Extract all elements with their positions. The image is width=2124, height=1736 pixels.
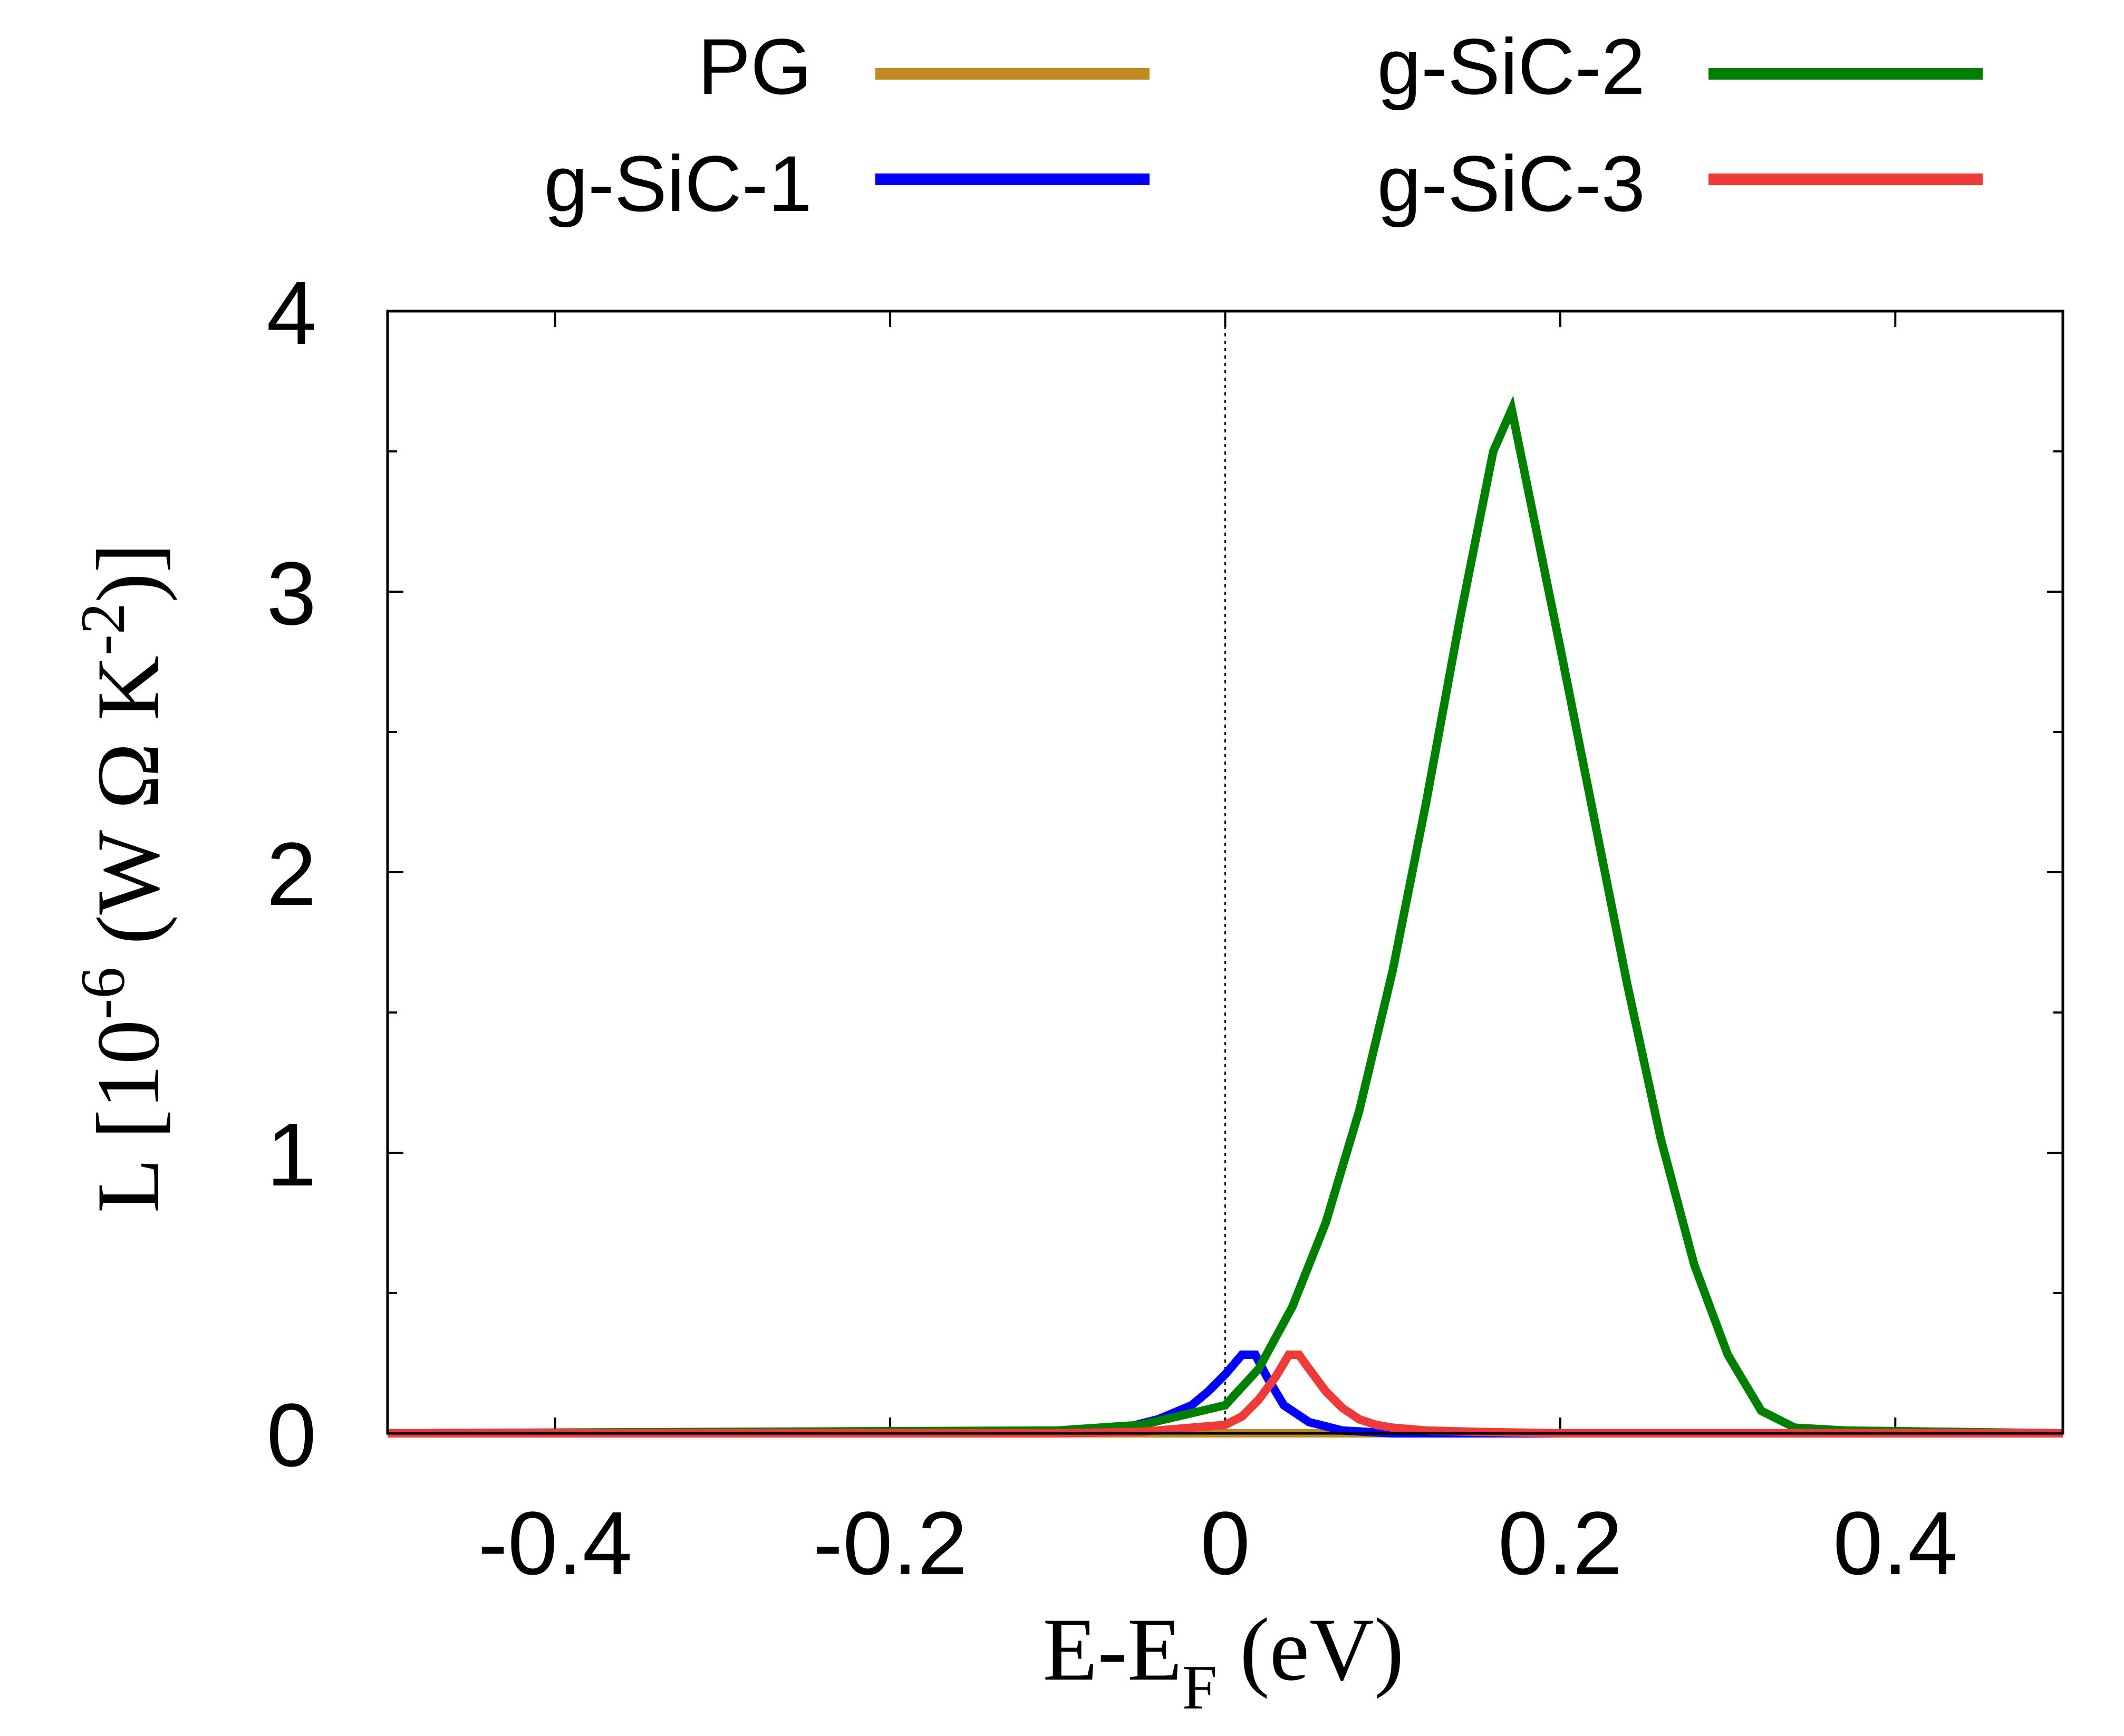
y-tick-label: 2 bbox=[266, 824, 316, 924]
x-axis-label-main: E-E bbox=[1043, 1600, 1182, 1699]
axis-tick-labels: -0.4 -0.2 0 0.2 0.4 0 1 2 3 4 bbox=[266, 263, 1957, 1594]
y-tick-label: 4 bbox=[266, 263, 316, 363]
x-tick-label: 0.2 bbox=[1498, 1493, 1623, 1594]
legend-entry-g-sic-2: g-SiC-2 bbox=[1377, 22, 1983, 111]
legend-label-g-sic-3: g-SiC-3 bbox=[1377, 139, 1645, 228]
legend-entry-pg: PG bbox=[698, 22, 1150, 111]
x-axis-label-subscript: F bbox=[1182, 1652, 1218, 1722]
x-axis-label: E-EF (eV) bbox=[1043, 1600, 1404, 1722]
x-tick-label: 0.4 bbox=[1833, 1493, 1957, 1594]
y-axis-label-suffix: )] bbox=[79, 543, 178, 603]
y-axis-label-exponent-2: -2 bbox=[67, 603, 138, 655]
legend-entry-g-sic-3: g-SiC-3 bbox=[1377, 139, 1983, 228]
y-tick-label: 3 bbox=[266, 544, 316, 644]
legend-label-g-sic-2: g-SiC-2 bbox=[1377, 22, 1645, 111]
y-axis-label-exponent-1: -6 bbox=[67, 967, 138, 1020]
y-axis-label-middle: (W Ω K bbox=[79, 655, 178, 967]
x-tick-label: 0 bbox=[1200, 1493, 1250, 1594]
y-tick-label: 0 bbox=[266, 1385, 316, 1486]
legend-label-pg: PG bbox=[698, 22, 812, 111]
y-axis-label-prefix: L [10 bbox=[79, 1020, 178, 1213]
series-line-g-sic-3 bbox=[388, 1351, 2063, 1438]
x-tick-label: -0.2 bbox=[813, 1493, 968, 1594]
y-tick-label: 1 bbox=[266, 1105, 316, 1205]
legend-label-g-sic-1: g-SiC-1 bbox=[544, 139, 812, 228]
x-tick-label: -0.4 bbox=[478, 1493, 632, 1594]
y-axis-label: L [10-6 (W Ω K-2)] bbox=[67, 543, 178, 1213]
legend-entry-g-sic-1: g-SiC-1 bbox=[544, 139, 1150, 228]
x-axis-label-unit: (eV) bbox=[1240, 1600, 1404, 1699]
x-axis-label-unit-space bbox=[1218, 1600, 1240, 1699]
series-line-g-sic-2 bbox=[387, 395, 2063, 1438]
plot-border bbox=[386, 310, 2064, 1435]
legend: PG g-SiC-1 g-SiC-2 g-SiC-3 bbox=[544, 22, 1983, 228]
